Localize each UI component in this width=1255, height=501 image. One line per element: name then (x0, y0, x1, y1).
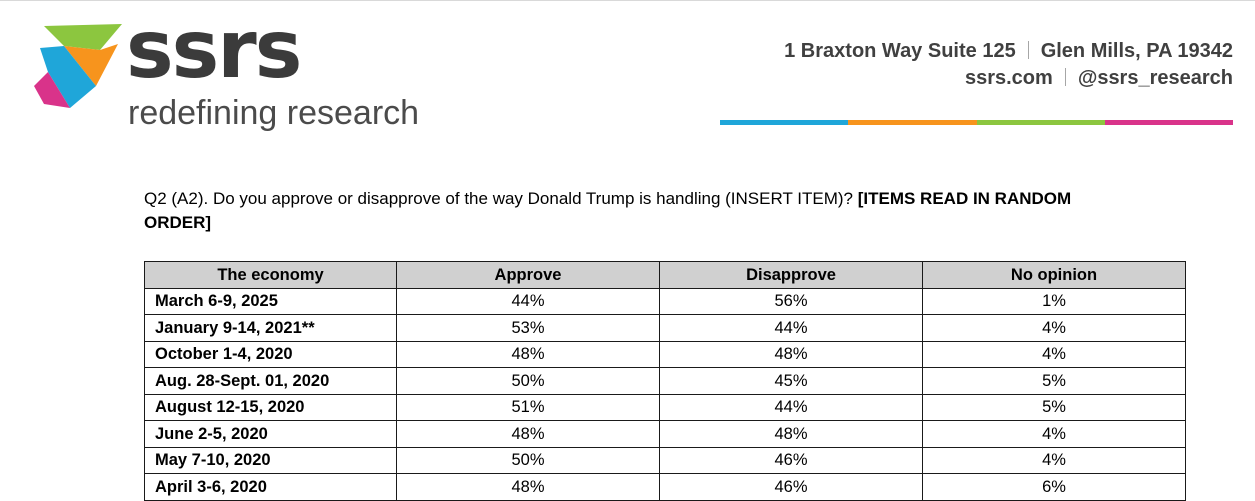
row-date: August 12-15, 2020 (144, 393, 397, 421)
no-opinion-value: 5% (922, 367, 1186, 395)
question-body: Q2 (A2). Do you approve or disapprove of… (144, 189, 853, 208)
approve-value: 51% (396, 393, 660, 421)
table-row: August 12-15, 2020 51% 44% 5% (144, 393, 1186, 421)
no-opinion-value: 4% (922, 314, 1186, 342)
logo-wordmark: ssrs (126, 3, 302, 96)
contact-info: 1 Braxton Way Suite 125 Glen Mills, PA 19… (784, 38, 1233, 92)
disapprove-value: 45% (659, 367, 923, 395)
color-bar-segment-2 (848, 120, 977, 125)
table-row: January 9-14, 2021** 53% 44% 4% (144, 314, 1186, 342)
approve-value: 50% (396, 446, 660, 474)
no-opinion-value: 4% (922, 446, 1186, 474)
disapprove-value: 44% (659, 393, 923, 421)
column-header-item: The economy (144, 261, 397, 289)
approve-value: 53% (396, 314, 660, 342)
row-date: Aug. 28-Sept. 01, 2020 (144, 367, 397, 395)
brand-color-bar (720, 120, 1233, 125)
no-opinion-value: 4% (922, 340, 1186, 368)
column-header-disapprove: Disapprove (659, 261, 923, 289)
row-date: June 2-5, 2020 (144, 420, 397, 448)
logo-tagline: redefining research (128, 94, 420, 132)
no-opinion-value: 1% (922, 287, 1186, 315)
row-date: March 6-9, 2025 (144, 287, 397, 315)
question-text: Q2 (A2). Do you approve or disapprove of… (144, 187, 1124, 235)
table-row: May 7-10, 2020 50% 46% 4% (144, 446, 1186, 474)
approve-value: 50% (396, 367, 660, 395)
table-row: October 1-4, 2020 48% 48% 4% (144, 340, 1186, 368)
no-opinion-value: 4% (922, 420, 1186, 448)
page-top-border (0, 0, 1255, 1)
approve-value: 44% (396, 287, 660, 315)
question-instruction: [ITEMS READ IN RANDOM ORDER] (144, 189, 1072, 232)
approve-value: 48% (396, 340, 660, 368)
street-address: 1 Braxton Way Suite 125 (784, 40, 1016, 62)
row-date: April 3-6, 2020 (144, 473, 397, 501)
city-state-zip: Glen Mills, PA 19342 (1040, 40, 1233, 62)
ssrs-logo: ssrs redefining research (34, 10, 424, 144)
results-table: The economy Approve Disapprove No opinio… (144, 261, 1186, 501)
no-opinion-value: 5% (922, 393, 1186, 421)
table-header-row: The economy Approve Disapprove No opinio… (144, 261, 1186, 289)
social-handle: @ssrs_research (1077, 67, 1233, 89)
table-row: June 2-5, 2020 48% 48% 4% (144, 420, 1186, 448)
disapprove-value: 48% (659, 420, 923, 448)
row-date: January 9-14, 2021** (144, 314, 397, 342)
row-date: October 1-4, 2020 (144, 340, 397, 368)
disapprove-value: 46% (659, 446, 923, 474)
website: ssrs.com (964, 67, 1053, 89)
color-bar-segment-1 (720, 120, 849, 125)
address-line-2: ssrs.com @ssrs_research (784, 65, 1233, 92)
column-header-no-opinion: No opinion (922, 261, 1186, 289)
disapprove-value: 46% (659, 473, 923, 501)
color-bar-segment-3 (976, 120, 1105, 125)
table-row: March 6-9, 2025 44% 56% 1% (144, 287, 1186, 315)
approve-value: 48% (396, 473, 660, 501)
disapprove-value: 48% (659, 340, 923, 368)
table-row: April 3-6, 2020 48% 46% 6% (144, 473, 1186, 501)
table-row: Aug. 28-Sept. 01, 2020 50% 45% 5% (144, 367, 1186, 395)
disapprove-value: 44% (659, 314, 923, 342)
color-bar-segment-4 (1104, 120, 1233, 125)
separator (1064, 68, 1066, 86)
no-opinion-value: 6% (922, 473, 1186, 501)
column-header-approve: Approve (396, 261, 660, 289)
disapprove-value: 56% (659, 287, 923, 315)
approve-value: 48% (396, 420, 660, 448)
logo-mark-icon (34, 24, 122, 108)
row-date: May 7-10, 2020 (144, 446, 397, 474)
separator (1027, 41, 1029, 59)
address-line-1: 1 Braxton Way Suite 125 Glen Mills, PA 19… (784, 38, 1233, 65)
